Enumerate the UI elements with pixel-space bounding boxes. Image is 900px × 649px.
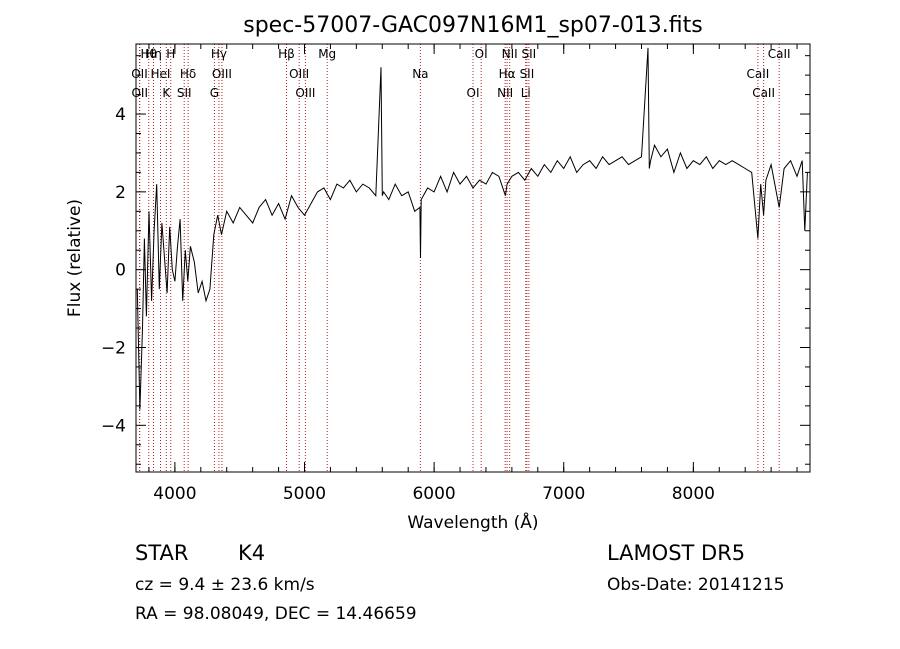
x-tick-label: 4000 — [153, 484, 196, 504]
line-label: H — [166, 47, 175, 61]
y-tick-label: 4 — [115, 105, 126, 125]
line-label: Hη — [145, 47, 162, 61]
line-label: OI — [475, 47, 488, 61]
y-axis-label: Flux (relative) — [65, 199, 85, 317]
line-label: Na — [412, 67, 428, 81]
line-label: NII — [502, 47, 518, 61]
line-label: CaII — [752, 86, 775, 100]
line-label: Hβ — [278, 47, 295, 61]
line-label: NII — [497, 86, 513, 100]
line-label: OII — [131, 86, 148, 100]
plot-frame — [135, 43, 811, 473]
line-label: OII — [131, 67, 148, 81]
line-label: SII — [522, 47, 537, 61]
line-label: Hγ — [211, 47, 227, 61]
line-label: Hα — [499, 67, 516, 81]
x-tick-label: 6000 — [412, 484, 455, 504]
chart-title: spec-57007-GAC097N16M1_sp07-013.fits — [243, 13, 703, 38]
line-label: OIII — [295, 86, 315, 100]
line-label: Hθ — [141, 47, 157, 61]
emission-line-markers — [138, 44, 780, 472]
x-tick-label: 8000 — [672, 484, 715, 504]
coordinates: RA = 98.08049, DEC = 14.46659 — [135, 604, 417, 624]
line-label: CaII — [768, 47, 791, 61]
line-label: SII — [520, 67, 535, 81]
line-label: Li — [521, 86, 531, 100]
x-tick-label: 7000 — [542, 484, 585, 504]
x-tick-label: 5000 — [283, 484, 326, 504]
x-axis: 4000 5000 6000 7000 8000 — [148, 44, 798, 504]
line-label: OI — [467, 86, 480, 100]
line-label: OIII — [212, 67, 232, 81]
line-label: G — [210, 86, 219, 100]
emission-line-labels: Hθ OII OII Hη HeI K H Hδ SII Hγ OIII G Hβ OIII OIII Mg N… — [131, 47, 790, 100]
line-label: HeI — [151, 67, 171, 81]
object-subclass: K4 — [238, 541, 265, 565]
line-label: Mg — [318, 47, 336, 61]
redshift-value: cz = 9.4 ± 23.6 km/s — [135, 575, 315, 595]
y-tick-label: −4 — [101, 416, 126, 436]
line-label: SII — [177, 86, 192, 100]
object-class: STAR — [135, 541, 188, 565]
x-axis-label: Wavelength (Å) — [407, 511, 538, 533]
line-label: K — [162, 86, 171, 100]
observation-date: Obs-Date: 20141215 — [607, 575, 784, 595]
spectrum-line — [136, 47, 808, 410]
y-axis: −4 −2 0 2 4 — [101, 55, 810, 465]
line-label: Hδ — [180, 67, 196, 81]
line-label: CaII — [746, 67, 769, 81]
y-tick-label: 0 — [115, 261, 126, 281]
y-tick-label: −2 — [101, 338, 126, 358]
survey-name: LAMOST DR5 — [607, 541, 745, 565]
y-tick-label: 2 — [115, 183, 126, 203]
line-label: OIII — [289, 67, 309, 81]
